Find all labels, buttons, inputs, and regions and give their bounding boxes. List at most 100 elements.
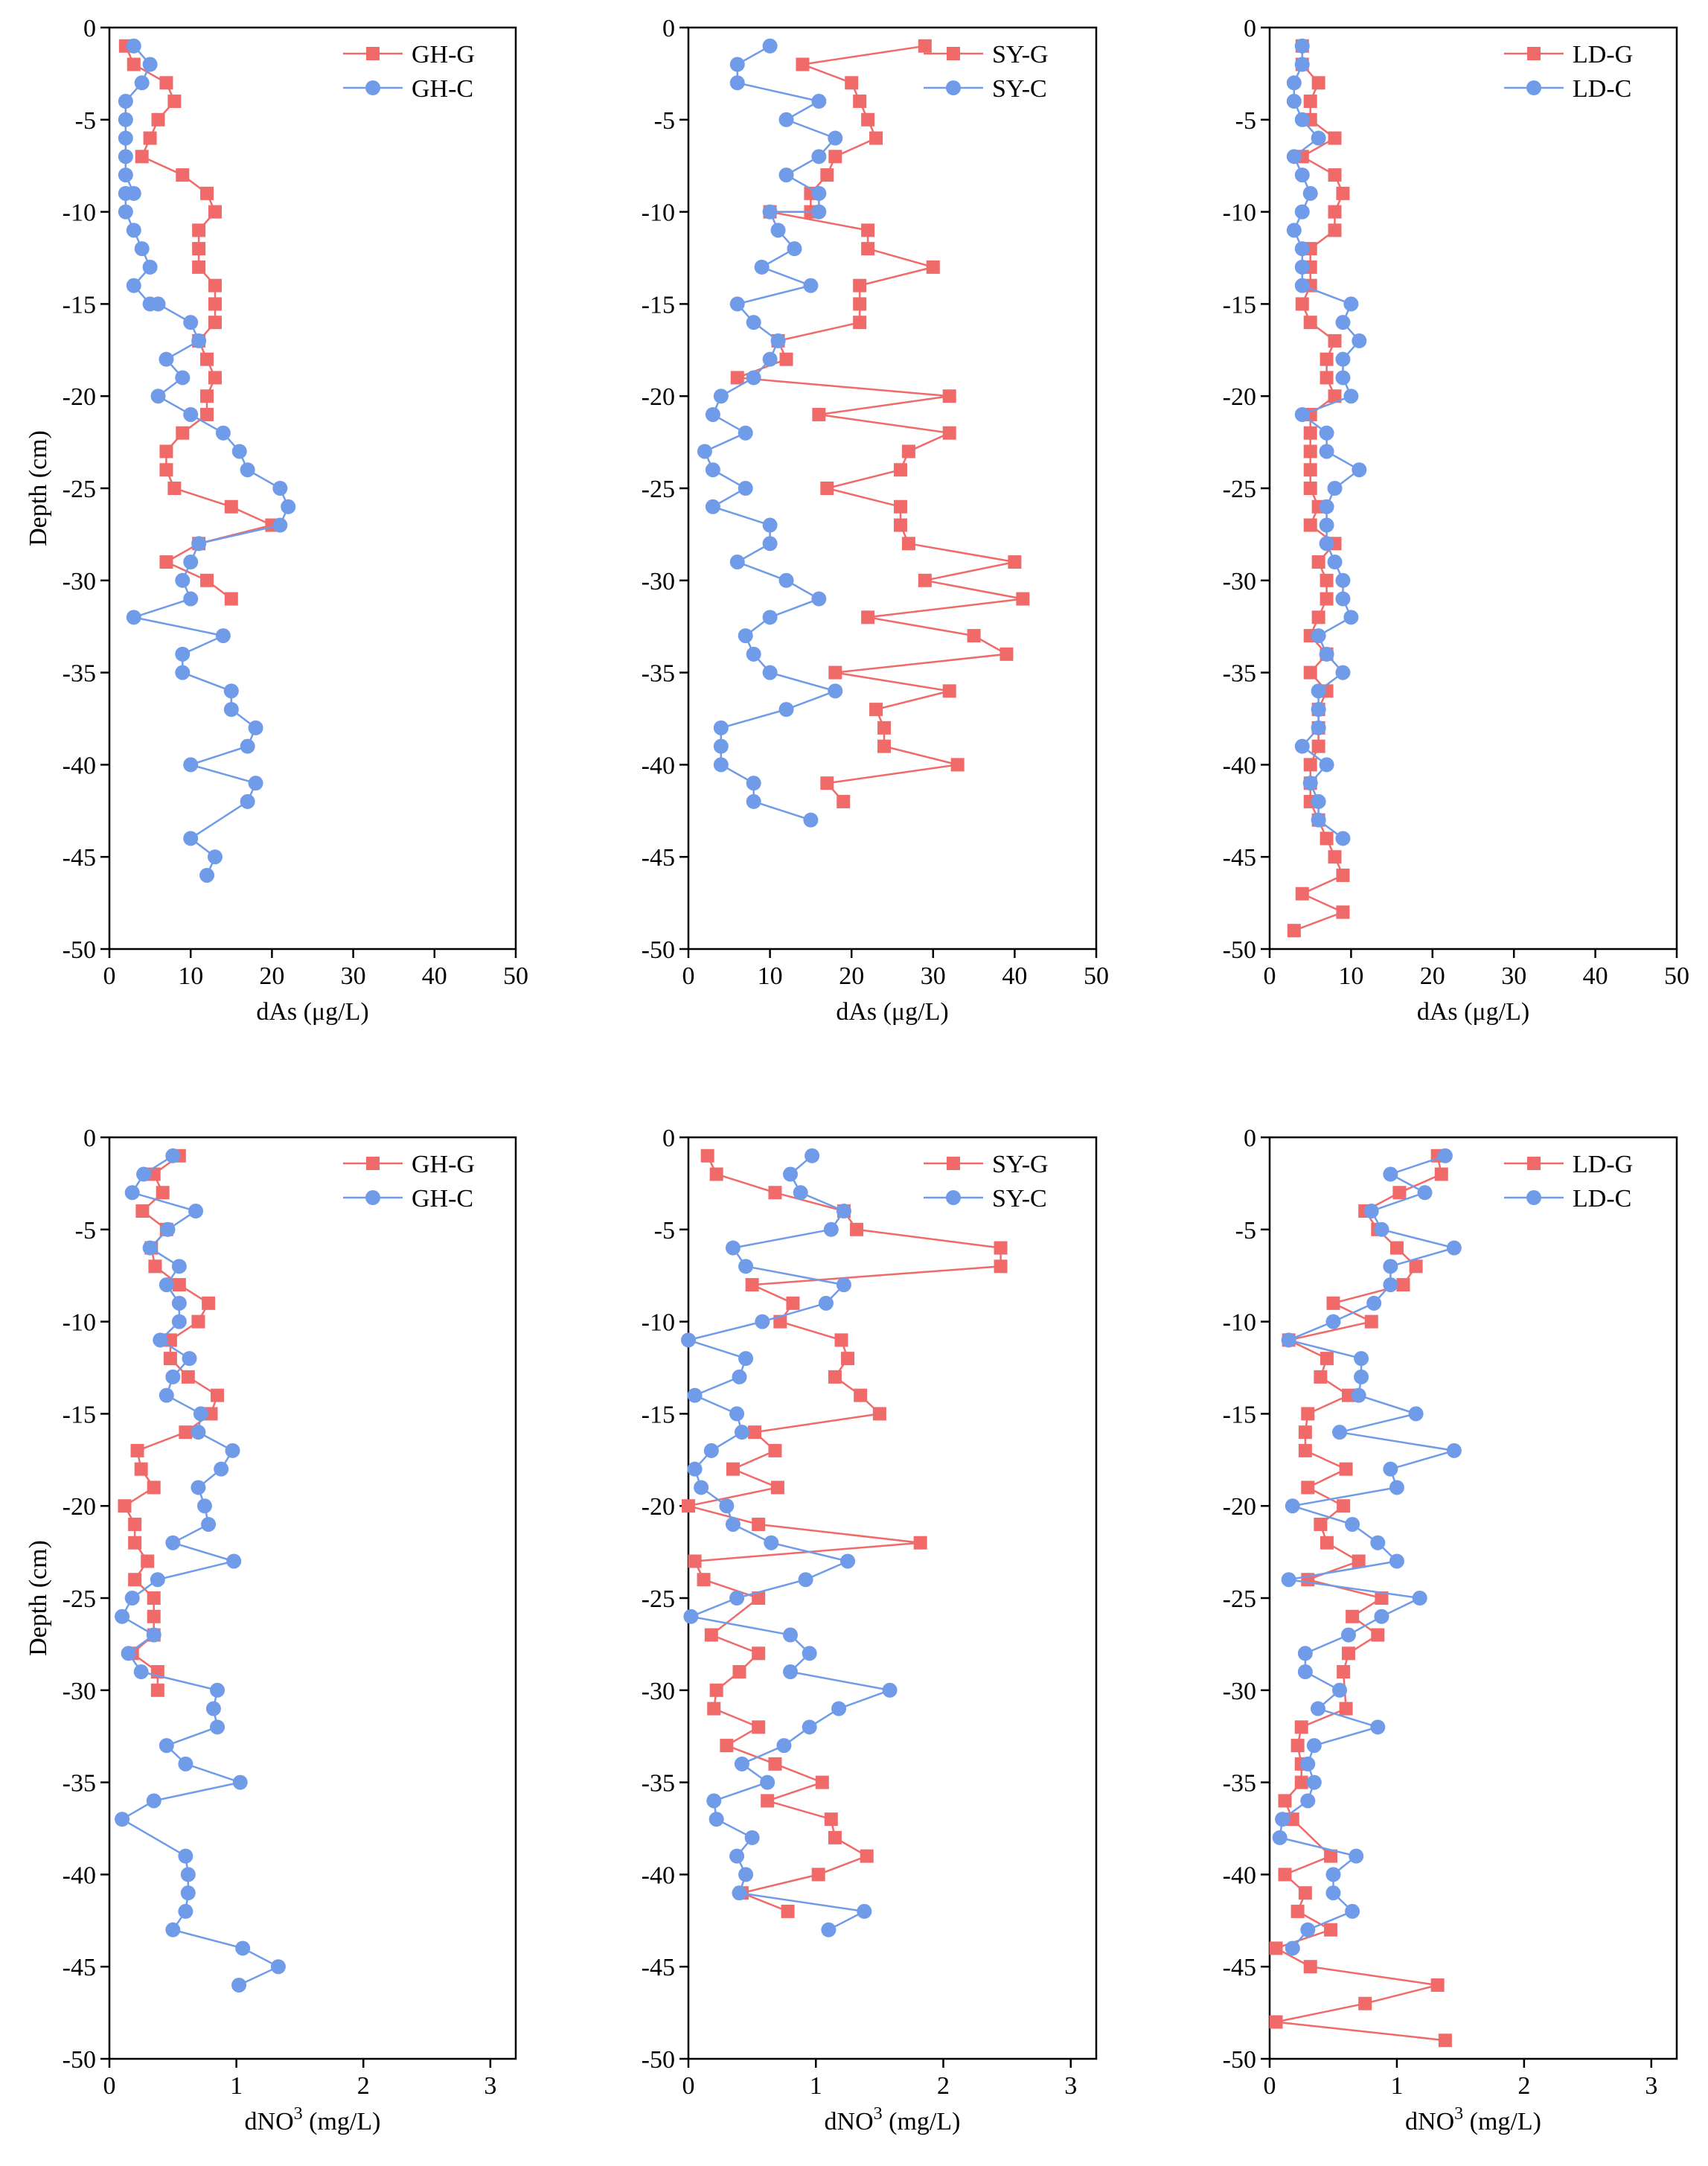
legend-label: SY-C: [992, 1185, 1047, 1213]
data-point: [713, 720, 729, 735]
data-point: [1417, 1185, 1433, 1201]
data-point: [1446, 1240, 1462, 1256]
data-point: [183, 555, 199, 570]
data-point: [1319, 444, 1334, 459]
data-point: [179, 1425, 193, 1440]
data-point: [752, 1517, 766, 1531]
data-point: [1328, 223, 1342, 237]
data-point: [159, 555, 173, 569]
data-point: [824, 1812, 838, 1827]
data-point: [171, 1295, 187, 1311]
legend-label: SY-G: [992, 41, 1049, 68]
data-point: [1295, 886, 1309, 901]
data-point: [178, 1903, 193, 1919]
data-point: [150, 1683, 164, 1697]
x-tick-label: 2: [1517, 2072, 1530, 2100]
data-point: [764, 1535, 779, 1550]
data-point: [200, 407, 214, 421]
data-point: [1370, 1535, 1386, 1550]
y-tick-label: 0: [662, 1125, 675, 1152]
data-point: [1326, 1296, 1340, 1310]
data-point: [148, 1259, 162, 1274]
y-tick-label: -10: [63, 1309, 96, 1337]
data-point: [214, 1461, 229, 1477]
data-point: [720, 1739, 734, 1753]
data-point: [815, 1775, 829, 1789]
data-point: [770, 1480, 784, 1495]
data-point: [156, 1186, 170, 1200]
data-point: [697, 444, 712, 459]
data-point: [165, 1148, 181, 1163]
data-point: [159, 463, 173, 477]
data-point: [191, 1425, 206, 1440]
data-point: [853, 316, 867, 330]
data-point: [709, 1167, 723, 1181]
legend-marker: [365, 80, 380, 95]
data-point: [1328, 389, 1342, 403]
data-point: [1311, 76, 1325, 90]
data-point: [1324, 1923, 1338, 1937]
legend-label: GH-G: [412, 41, 475, 68]
data-point: [141, 1554, 155, 1568]
legend: GH-G GH-C: [343, 41, 475, 103]
series-line: [124, 45, 290, 876]
data-point: [687, 1461, 703, 1477]
data-point: [778, 702, 794, 718]
data-point: [770, 333, 786, 348]
data-point: [768, 1443, 782, 1457]
data-point: [1311, 793, 1326, 809]
x-tick-label: 0: [682, 962, 695, 990]
data-point: [812, 407, 826, 421]
data-point: [1285, 1498, 1300, 1514]
data-point: [836, 1277, 851, 1293]
data-point: [1396, 1278, 1410, 1292]
data-point: [1327, 481, 1343, 496]
series-SY-C: [697, 38, 843, 828]
data-point: [798, 1572, 813, 1588]
data-point: [1303, 1960, 1317, 1974]
data-point: [999, 647, 1014, 661]
data-point: [172, 1278, 186, 1292]
data-point: [134, 75, 150, 91]
series-line: [120, 1154, 281, 1987]
data-point: [752, 1646, 766, 1661]
data-point: [1335, 591, 1351, 607]
x-tick-label: 1: [810, 2072, 822, 2100]
x-tick-label: 30: [341, 962, 366, 990]
data-point: [913, 1536, 927, 1550]
panel-LD-dNO3: 0 1 2 3 0 -5 -10 -15 -20 -25 -30 -35 -40 -45 -50 dNO3 (…: [1223, 1125, 1678, 2135]
data-point: [1272, 1830, 1288, 1845]
data-point: [687, 1387, 703, 1403]
data-point: [183, 315, 199, 330]
data-point: [1278, 1868, 1292, 1882]
data-point: [147, 1480, 161, 1495]
x-axis-label: dNO3 (mg/L): [245, 2104, 381, 2135]
data-point: [126, 223, 141, 238]
data-point: [1285, 1940, 1300, 1956]
data-point: [224, 592, 238, 606]
y-tick-label: -10: [1223, 199, 1256, 227]
data-point: [732, 1885, 747, 1901]
data-point: [823, 1221, 839, 1237]
data-point: [210, 1682, 226, 1698]
data-point: [901, 444, 915, 459]
y-tick-label: -35: [63, 660, 96, 688]
data-point: [118, 112, 133, 127]
series-LD-C: [1272, 1148, 1462, 1956]
data-point: [191, 1480, 206, 1495]
y-tick-label: -50: [642, 2046, 675, 2074]
x-tick-label: 50: [1664, 962, 1689, 990]
series-line: [1279, 1154, 1458, 1949]
y-tick-label: -35: [642, 1770, 675, 1798]
data-point: [1286, 223, 1302, 238]
data-point: [796, 57, 810, 71]
data-point: [175, 646, 191, 662]
legend-label: GH-C: [412, 1185, 473, 1213]
data-point: [942, 426, 956, 440]
data-point: [778, 572, 794, 588]
data-point: [1446, 1443, 1462, 1458]
legend: SY-G SY-C: [924, 41, 1049, 103]
data-point: [146, 1627, 161, 1643]
data-point: [124, 1591, 140, 1606]
data-point: [820, 482, 834, 495]
